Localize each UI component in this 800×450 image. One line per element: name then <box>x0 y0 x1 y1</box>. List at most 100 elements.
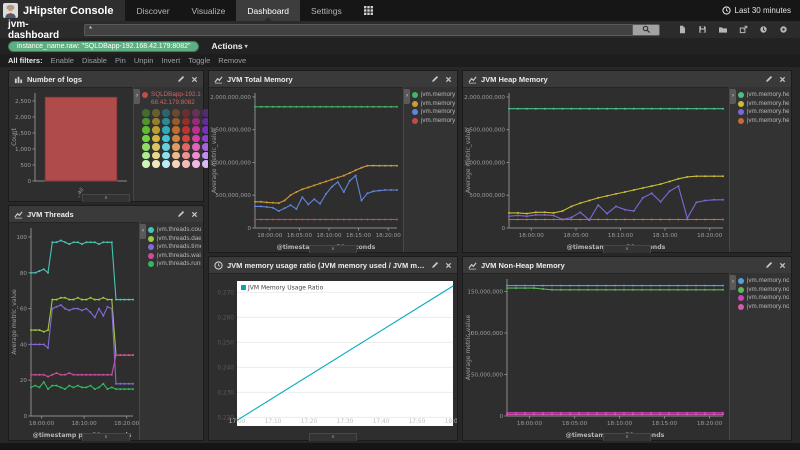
palette-color-swatch[interactable] <box>202 151 210 160</box>
edit-icon[interactable] <box>177 75 185 83</box>
palette-color-swatch[interactable] <box>172 160 180 168</box>
palette-color-swatch[interactable] <box>192 151 200 160</box>
panel-collapse-tab[interactable]: ∧ <box>309 245 357 253</box>
palette-color-swatch[interactable] <box>202 117 210 126</box>
app-logo[interactable]: JHipster Console <box>0 0 126 21</box>
palette-color-swatch[interactable] <box>172 109 180 117</box>
edit-icon[interactable] <box>431 261 439 269</box>
palette-color-swatch[interactable] <box>162 109 170 117</box>
legend-toggle[interactable]: › <box>134 89 140 104</box>
filter-action-pin[interactable]: Pin <box>114 56 126 65</box>
panel-collapse-tab[interactable]: ∧ <box>603 245 651 253</box>
nav-item-discover[interactable]: Discover <box>136 5 170 16</box>
search-button[interactable] <box>633 23 660 36</box>
palette-color-swatch[interactable] <box>202 160 210 168</box>
legend-item[interactable]: jvm.memory.non-heap.. <box>738 277 789 285</box>
legend-item[interactable]: jvm.memory.total.max <box>412 91 455 99</box>
palette-color-swatch[interactable] <box>162 126 170 134</box>
palette-color-swatch[interactable] <box>182 109 190 117</box>
palette-color-swatch[interactable] <box>162 143 170 151</box>
panel-collapse-tab[interactable]: ∧ <box>82 194 130 202</box>
nav-item-settings[interactable]: Settings <box>311 5 342 16</box>
filter-action-invert[interactable]: Invert <box>161 56 181 65</box>
palette-color-swatch[interactable] <box>142 151 150 160</box>
options-icon[interactable] <box>779 25 788 34</box>
legend-item[interactable]: jvm.memory.total.used <box>412 108 455 116</box>
filter-action-unpin[interactable]: Unpin <box>133 56 154 65</box>
panel-header[interactable]: JVM Heap Memory <box>463 71 791 88</box>
palette-color-swatch[interactable] <box>142 160 150 168</box>
close-icon[interactable] <box>445 76 452 83</box>
legend-item[interactable]: jvm.threads.daemon.c.. <box>148 235 201 243</box>
close-icon[interactable] <box>191 211 198 218</box>
palette-color-swatch[interactable] <box>192 126 200 134</box>
palette-color-swatch[interactable] <box>192 117 200 126</box>
palette-color-swatch[interactable] <box>182 126 190 134</box>
palette-color-swatch[interactable] <box>192 143 200 151</box>
palette-color-swatch[interactable] <box>162 117 170 126</box>
palette-color-swatch[interactable] <box>142 143 150 151</box>
palette-color-swatch[interactable] <box>162 134 170 143</box>
nav-item-dashboard[interactable]: Dashboard <box>236 0 300 21</box>
palette-color-swatch[interactable] <box>182 143 190 151</box>
legend-item[interactable]: jvm.memory.heap.max <box>738 91 789 99</box>
nav-item-visualize[interactable]: Visualize <box>191 5 226 16</box>
save-icon[interactable] <box>698 25 707 34</box>
palette-color-swatch[interactable] <box>172 126 180 134</box>
close-icon[interactable] <box>779 262 786 269</box>
edit-icon[interactable] <box>765 75 773 83</box>
close-icon[interactable] <box>779 76 786 83</box>
palette-color-swatch[interactable] <box>172 151 180 160</box>
legend-item[interactable]: jvm.memory.total.init <box>412 117 455 125</box>
legend-item[interactable]: jvm.threads.waiting.co.. <box>148 252 201 260</box>
palette-color-swatch[interactable] <box>182 160 190 168</box>
legend-toggle[interactable]: › <box>404 89 410 104</box>
palette-color-swatch[interactable] <box>152 109 160 117</box>
palette-color-swatch[interactable] <box>172 134 180 143</box>
search-input[interactable] <box>84 23 633 36</box>
palette-color-swatch[interactable] <box>152 117 160 126</box>
edit-icon[interactable] <box>765 261 773 269</box>
palette-color-swatch[interactable] <box>142 109 150 117</box>
palette-color-swatch[interactable] <box>182 151 190 160</box>
palette-color-swatch[interactable] <box>142 126 150 134</box>
palette-color-swatch[interactable] <box>192 134 200 143</box>
legend-toggle[interactable]: › <box>140 224 146 239</box>
palette-color-swatch[interactable] <box>202 143 210 151</box>
legend-item[interactable]: jvm.memory.non-heap.. <box>738 286 789 294</box>
filter-action-enable[interactable]: Enable <box>50 56 74 65</box>
palette-color-swatch[interactable] <box>152 134 160 143</box>
palette-color-swatch[interactable] <box>152 143 160 151</box>
close-icon[interactable] <box>445 262 452 269</box>
open-icon[interactable] <box>718 25 728 34</box>
palette-color-swatch[interactable] <box>142 117 150 126</box>
palette-color-swatch[interactable] <box>172 117 180 126</box>
apps-grid-icon[interactable] <box>353 0 384 21</box>
panel-collapse-tab[interactable]: ∧ <box>309 433 357 441</box>
palette-color-swatch[interactable] <box>152 151 160 160</box>
palette-color-swatch[interactable] <box>202 134 210 143</box>
panel-header[interactable]: JVM memory usage ratio (JVM memory used … <box>209 257 457 274</box>
palette-color-swatch[interactable] <box>152 126 160 134</box>
legend-item[interactable]: jvm.memory.heap.com.. <box>738 100 789 108</box>
legend-item[interactable]: jvm.threads.runnable.c.. <box>148 260 201 268</box>
time-picker[interactable]: Last 30 minutes <box>721 0 800 21</box>
actions-dropdown[interactable]: Actions ▾ <box>211 41 247 51</box>
legend-item[interactable]: jvm.memory.non-heap.. <box>738 303 789 311</box>
palette-color-swatch[interactable] <box>192 109 200 117</box>
palette-color-swatch[interactable] <box>162 151 170 160</box>
palette-color-swatch[interactable] <box>142 134 150 143</box>
palette-color-swatch[interactable] <box>162 160 170 168</box>
palette-color-swatch[interactable] <box>152 160 160 168</box>
new-icon[interactable] <box>678 25 687 34</box>
legend-toggle[interactable]: › <box>730 89 736 104</box>
palette-color-swatch[interactable] <box>202 126 210 134</box>
filter-action-disable[interactable]: Disable <box>81 56 107 65</box>
legend-item[interactable]: jvm.memory.heap.init <box>738 117 789 125</box>
close-icon[interactable] <box>191 76 198 83</box>
palette-color-swatch[interactable] <box>192 160 200 168</box>
edit-icon[interactable] <box>431 75 439 83</box>
legend-toggle[interactable]: › <box>730 275 736 290</box>
filter-pill[interactable]: instance_name.raw: "SQLDBapp-192.168.42.… <box>8 40 200 52</box>
palette-color-swatch[interactable] <box>182 134 190 143</box>
